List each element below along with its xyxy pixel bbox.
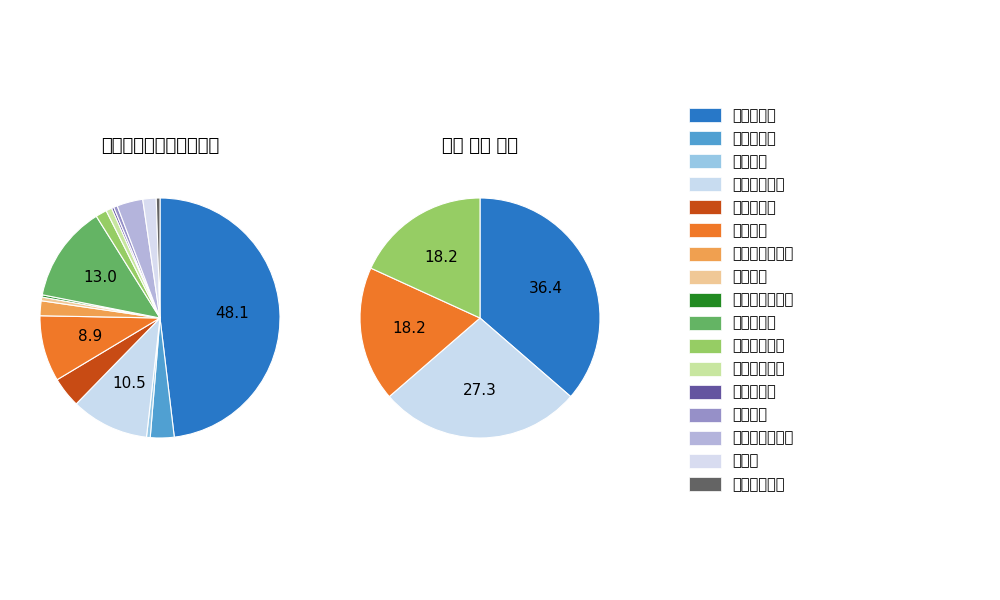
Wedge shape <box>42 216 160 318</box>
Text: 10.5: 10.5 <box>112 376 146 391</box>
Wedge shape <box>360 268 480 397</box>
Text: 48.1: 48.1 <box>215 306 249 321</box>
Wedge shape <box>42 295 160 318</box>
Legend: ストレート, ツーシーム, シュート, カットボール, スプリット, フォーク, チェンジアップ, シンカー, 高速スライダー, スライダー, 縦スライダー, : ストレート, ツーシーム, シュート, カットボール, スプリット, フォーク,… <box>684 104 798 496</box>
Wedge shape <box>143 198 160 318</box>
Wedge shape <box>41 297 160 318</box>
Wedge shape <box>40 301 160 318</box>
Wedge shape <box>112 207 160 318</box>
Text: 18.2: 18.2 <box>392 321 426 336</box>
Wedge shape <box>146 318 160 437</box>
Title: セ・リーグ全プレイヤー: セ・リーグ全プレイヤー <box>101 137 219 155</box>
Text: 13.0: 13.0 <box>84 269 118 284</box>
Wedge shape <box>117 199 160 318</box>
Text: 8.9: 8.9 <box>78 329 103 344</box>
Text: 27.3: 27.3 <box>463 383 497 398</box>
Wedge shape <box>160 198 280 437</box>
Wedge shape <box>57 318 160 404</box>
Wedge shape <box>114 206 160 318</box>
Title: 内田 湘大 選手: 内田 湘大 選手 <box>442 137 518 155</box>
Wedge shape <box>106 208 160 318</box>
Wedge shape <box>76 318 160 437</box>
Text: 36.4: 36.4 <box>528 281 562 296</box>
Wedge shape <box>480 198 600 397</box>
Wedge shape <box>389 318 571 438</box>
Wedge shape <box>156 198 160 318</box>
Text: 18.2: 18.2 <box>424 250 458 265</box>
Wedge shape <box>96 211 160 318</box>
Wedge shape <box>150 318 174 438</box>
Wedge shape <box>371 198 480 318</box>
Wedge shape <box>40 316 160 380</box>
